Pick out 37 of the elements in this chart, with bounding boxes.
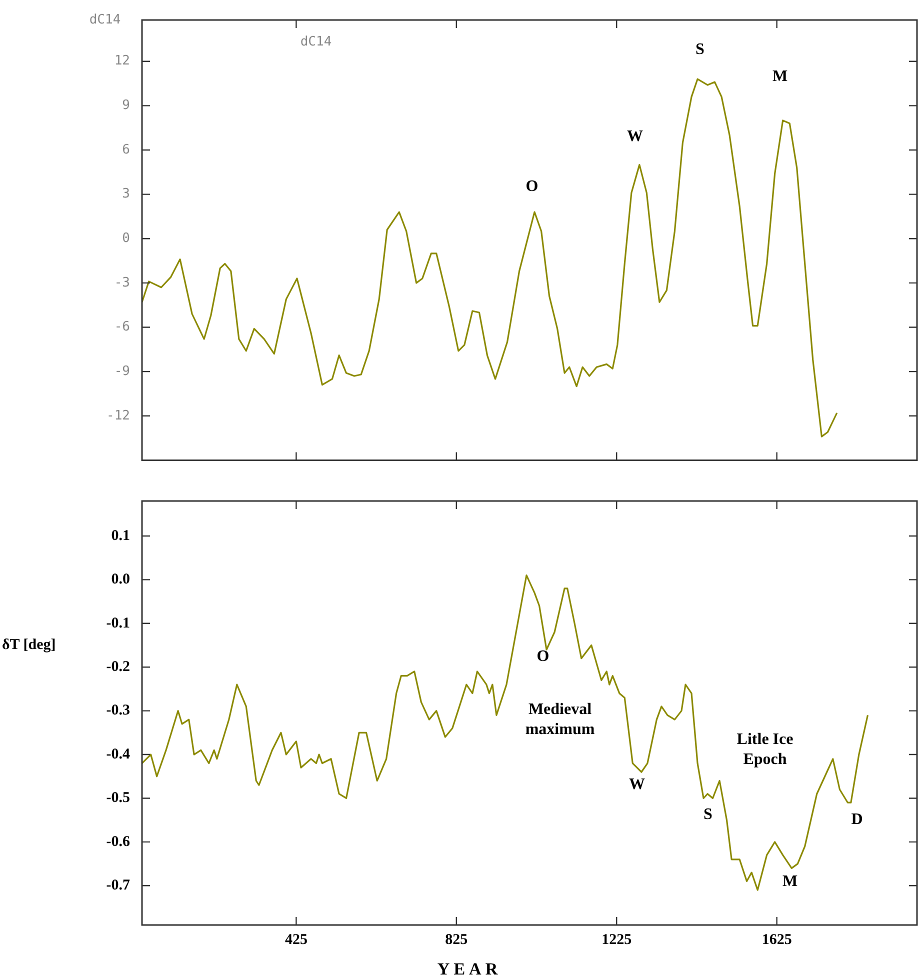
annotation: W <box>629 776 645 794</box>
y-tick-label: -6 <box>114 320 130 335</box>
y-tick-label: 0.0 <box>111 572 130 588</box>
y-tick-label: -12 <box>106 408 130 424</box>
y-tick-label: 6 <box>122 142 130 158</box>
y-axis-title: δT [deg] <box>2 636 56 653</box>
y-axis-title: dC14 <box>89 12 121 28</box>
y-tick-label: 3 <box>122 186 130 202</box>
y-tick-label: -0.5 <box>106 790 130 806</box>
y-tick-label: -0.4 <box>106 746 130 762</box>
annotation: O <box>526 178 538 196</box>
y-tick-label: 0.1 <box>111 528 130 544</box>
annotation: S <box>704 806 713 824</box>
annotation: Medieval maximum <box>525 701 596 738</box>
x-tick-label: 425 <box>284 932 308 948</box>
x-axis-title: YEAR <box>437 959 502 978</box>
y-tick-label: 9 <box>122 98 130 114</box>
y-tick-label: -3 <box>114 275 130 290</box>
y-tick-label: -9 <box>114 364 130 379</box>
annotation: M <box>772 68 788 86</box>
annotation: dC14 <box>300 34 332 50</box>
x-tick-label: 825 <box>445 932 468 948</box>
y-tick-label: 12 <box>114 54 130 69</box>
annotation: M <box>782 873 798 890</box>
y-tick-label: -0.3 <box>106 702 130 719</box>
annotation: D <box>851 811 863 828</box>
y-tick-label: -0.6 <box>106 834 130 850</box>
x-tick-label: 1225 <box>602 932 632 948</box>
annotation: Litle Ice Epoch <box>736 731 794 768</box>
x-tick-label: 1625 <box>762 932 792 948</box>
y-tick-label: 0 <box>122 231 130 246</box>
y-tick-label: -0.7 <box>106 878 130 894</box>
annotation: W <box>627 128 643 146</box>
y-tick-label: -0.1 <box>106 615 130 632</box>
y-tick-label: -0.2 <box>106 658 130 675</box>
annotation: S <box>696 41 705 58</box>
annotation: O <box>536 648 550 666</box>
